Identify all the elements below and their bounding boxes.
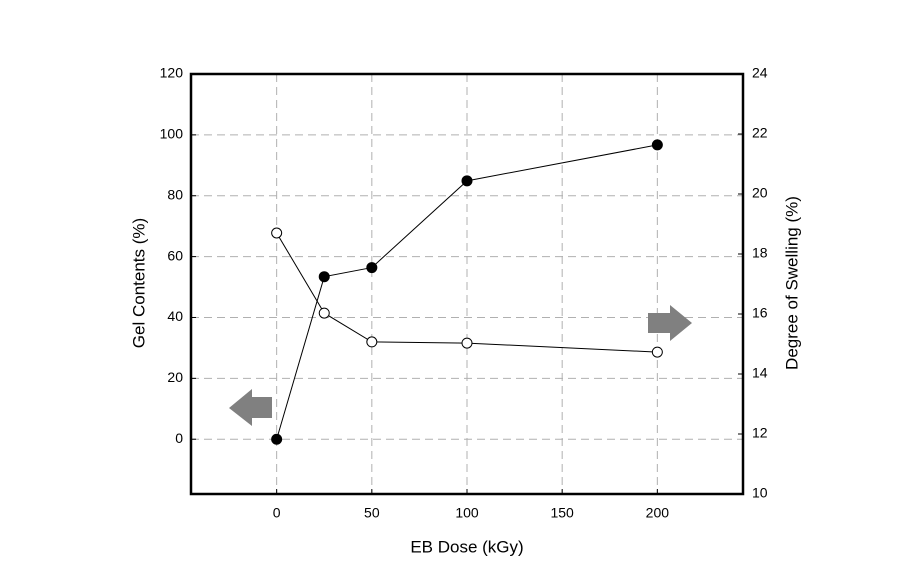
data-point	[318, 271, 330, 283]
y-tick-label: 120	[160, 65, 184, 81]
y-tick-label: 60	[167, 247, 183, 263]
x-tick-label: 150	[550, 505, 574, 521]
data-point	[461, 337, 473, 349]
y2-tick-label: 20	[752, 185, 768, 201]
y2-tick-label: 18	[752, 245, 768, 261]
y2-tick-label: 16	[752, 305, 768, 321]
plot-frame	[189, 72, 745, 496]
y-tick-label: 40	[167, 308, 183, 324]
y-tick-label: 0	[175, 430, 183, 446]
y2-tick-label: 10	[752, 485, 768, 501]
data-point	[271, 227, 283, 239]
y2-tick-label: 12	[752, 425, 768, 441]
x-tick-label: 100	[455, 505, 479, 521]
data-point	[461, 175, 473, 187]
y2-tick-label: 14	[752, 365, 768, 381]
left-arrow	[229, 389, 272, 426]
data-point	[318, 307, 330, 319]
y2-tick-label: 22	[752, 125, 768, 141]
y2-axis-title: Degree of Swelling (%)	[782, 196, 801, 370]
y-tick-label: 80	[167, 186, 183, 202]
x-tick-label: 0	[273, 505, 281, 521]
y-tick-label: 100	[160, 126, 184, 142]
right-arrow	[648, 305, 692, 341]
y-axis-title: Gel Contents (%)	[129, 218, 148, 348]
data-point	[366, 336, 378, 348]
data-point	[651, 139, 663, 151]
x-tick-label: 200	[646, 505, 670, 521]
x-axis-title: EB Dose (kGy)	[410, 537, 523, 556]
data-point	[366, 262, 378, 274]
data-point	[271, 433, 283, 445]
y2-tick-label: 24	[752, 65, 768, 81]
data-point	[651, 346, 663, 358]
x-tick-label: 50	[364, 505, 380, 521]
y-tick-label: 20	[167, 369, 183, 385]
